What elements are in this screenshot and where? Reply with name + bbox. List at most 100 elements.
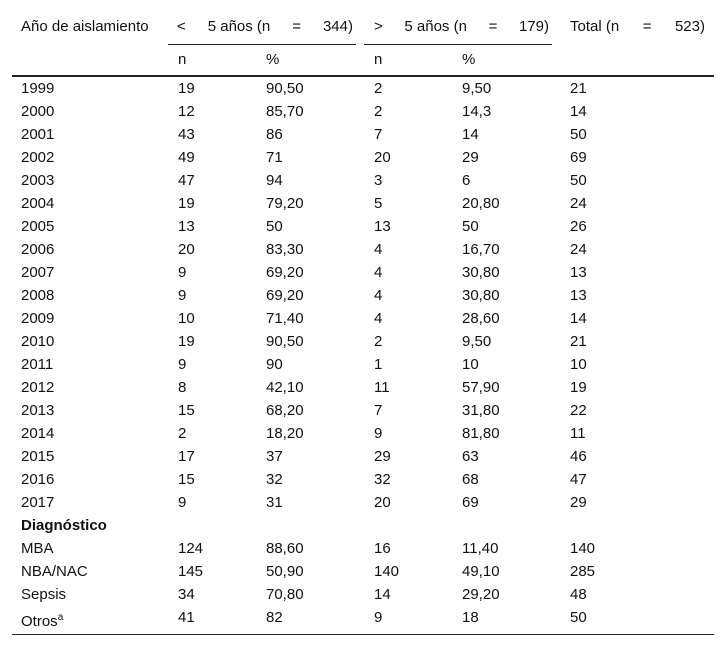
cell: 49 — [178, 149, 195, 166]
cell: 2 — [374, 80, 383, 97]
cell: 37 — [266, 448, 283, 465]
cell: 47 — [570, 471, 587, 488]
cell: 21 — [570, 333, 587, 350]
cell: 7 — [374, 126, 383, 143]
header-part: 5 años (n — [207, 18, 271, 35]
cell: 19 — [570, 379, 587, 396]
cell: 8 — [178, 379, 187, 396]
sub-header: n — [374, 51, 383, 68]
cell: 14 — [462, 126, 479, 143]
cell: 69 — [462, 494, 479, 511]
cell: 9 — [374, 609, 383, 626]
header-part: 344) — [322, 18, 353, 35]
cell: 57,90 — [462, 379, 500, 396]
row-label: 2011 — [21, 356, 54, 373]
cell: 21 — [570, 80, 587, 97]
cell: 88,60 — [266, 540, 304, 557]
header-part: < — [177, 18, 186, 35]
cell: 14 — [570, 103, 587, 120]
cell: 13 — [570, 287, 587, 304]
cell: 22 — [570, 402, 587, 419]
row-label: 2003 — [21, 172, 55, 189]
cell: 2 — [178, 425, 187, 442]
cell: 31,80 — [462, 402, 500, 419]
row-label: MBA — [21, 540, 54, 557]
row-label: 2017 — [21, 494, 55, 511]
row-label: 2012 — [21, 379, 55, 396]
header-part: 5 años (n — [404, 18, 467, 35]
cell: 20 — [374, 494, 391, 511]
cell: 2 — [374, 103, 383, 120]
cell: 68 — [462, 471, 479, 488]
cell: 81,80 — [462, 425, 500, 442]
cell: 9 — [178, 494, 187, 511]
cell: 2 — [374, 333, 383, 350]
cell: 10 — [570, 356, 587, 373]
cell: 9,50 — [462, 333, 492, 350]
cell: 17 — [178, 448, 195, 465]
cell: 14,3 — [462, 103, 492, 120]
cell: 71,40 — [266, 310, 304, 327]
cell: 85,70 — [266, 103, 304, 120]
cell: 47 — [178, 172, 195, 189]
cell: 30,80 — [462, 264, 500, 281]
cell: 29 — [570, 494, 587, 511]
cell: 19 — [178, 80, 195, 97]
cell: 9 — [178, 356, 187, 373]
row-label: Sepsis — [21, 586, 67, 603]
row-label: 2010 — [21, 333, 55, 350]
cell: 50,90 — [266, 563, 304, 580]
row-label: 1999 — [21, 80, 55, 97]
cell: 15 — [178, 402, 195, 419]
sub-header: n — [178, 51, 187, 68]
header-cell: Año de aislamiento — [21, 18, 149, 35]
sub-header: % — [266, 51, 280, 68]
cell: 20 — [178, 241, 195, 258]
cell: 12 — [178, 103, 195, 120]
cell: 10 — [462, 356, 479, 373]
cell: 69,20 — [266, 287, 304, 304]
cell: 32 — [266, 471, 283, 488]
cell: 4 — [374, 241, 383, 258]
cell: 9 — [178, 287, 187, 304]
cell: 7 — [374, 402, 383, 419]
rule — [364, 44, 552, 45]
group-header: <5 años (n = 344) — [177, 17, 353, 37]
cell: 86 — [266, 126, 283, 143]
cell: 50 — [570, 609, 587, 626]
cell: 69 — [570, 149, 587, 166]
row-label: 2016 — [21, 471, 55, 488]
cell: 83,30 — [266, 241, 304, 258]
cell: 30,80 — [462, 287, 500, 304]
header-part: 523) — [674, 18, 705, 35]
cell: 32 — [374, 471, 391, 488]
cell: 15 — [178, 471, 195, 488]
sub-header: % — [462, 51, 476, 68]
cell: 71 — [266, 149, 283, 166]
cell: 4 — [374, 264, 383, 281]
row-label: 2014 — [21, 425, 55, 442]
row-label: NBA/NAC — [21, 563, 88, 580]
cell: 94 — [266, 172, 283, 189]
cell: 28,60 — [462, 310, 500, 327]
cell: 20 — [374, 149, 391, 166]
row-label: Otrosa — [21, 612, 64, 630]
row-label: 2009 — [21, 310, 55, 327]
row-label: 2004 — [21, 195, 55, 212]
header-part: = — [488, 18, 498, 35]
cell: 82 — [266, 609, 283, 626]
cell: 43 — [178, 126, 195, 143]
cell: 6 — [462, 172, 471, 189]
row-label: 2008 — [21, 287, 55, 304]
cell: 50 — [570, 172, 587, 189]
cell: 90,50 — [266, 80, 304, 97]
cell: 5 — [374, 195, 383, 212]
cell: 14 — [570, 310, 587, 327]
cell: 13 — [570, 264, 587, 281]
header-part: Total (n — [570, 18, 620, 35]
cell: 50 — [462, 218, 479, 235]
cell: 4 — [374, 310, 383, 327]
cell: 29 — [462, 149, 479, 166]
cell: 19 — [178, 195, 195, 212]
cell: 4 — [374, 287, 383, 304]
